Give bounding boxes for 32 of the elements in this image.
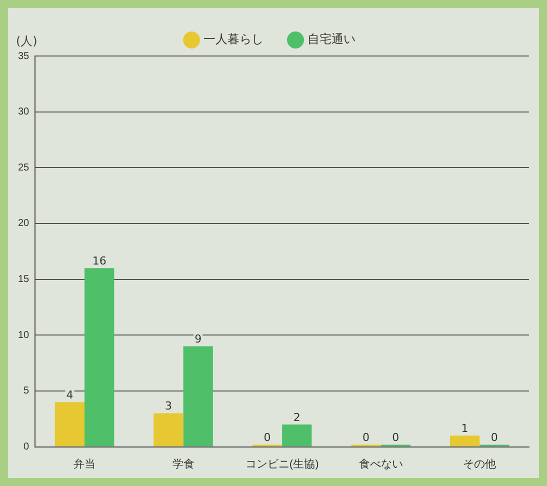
- y-tick-label: 30: [18, 106, 30, 118]
- x-tick-label: 学食: [172, 458, 194, 470]
- data-label: 4: [66, 388, 74, 402]
- y-axis-title: (人): [16, 34, 38, 48]
- y-tick-label: 5: [24, 386, 30, 397]
- bar: [183, 346, 213, 446]
- x-tick-label: コンビニ(生協): [245, 457, 319, 470]
- y-tick-label: 0: [24, 442, 30, 453]
- data-label: 3: [164, 400, 172, 413]
- bar: [154, 413, 184, 446]
- data-label: 16: [92, 254, 106, 268]
- bar: [84, 268, 114, 446]
- data-label: 1: [461, 422, 468, 435]
- y-tick-label: 25: [18, 162, 30, 174]
- bar: [450, 436, 480, 446]
- legend-label: 一人暮らし: [204, 32, 264, 46]
- data-label: 2: [293, 410, 300, 424]
- x-tick-label: 食べない: [358, 458, 403, 470]
- data-label: 0: [362, 431, 370, 444]
- data-label: 0: [490, 431, 498, 444]
- data-label: 9: [194, 332, 202, 346]
- bar: [282, 424, 312, 446]
- data-label: 0: [264, 431, 271, 444]
- y-tick-label: 15: [18, 274, 30, 286]
- legend-label: 自宅通い: [308, 32, 356, 46]
- y-tick-label: 20: [18, 218, 30, 230]
- data-label: 0: [392, 431, 400, 444]
- bar: [54, 402, 85, 446]
- y-tick-label: 35: [18, 50, 30, 62]
- x-tick-label: その他: [463, 458, 496, 470]
- y-tick-label: 10: [18, 330, 30, 341]
- x-tick-label: 弁当: [74, 457, 96, 470]
